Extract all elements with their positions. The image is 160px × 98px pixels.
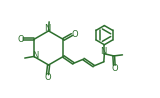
Text: O: O (44, 73, 51, 82)
Text: O: O (111, 64, 118, 73)
Text: N: N (32, 51, 39, 60)
Text: O: O (17, 35, 24, 44)
Text: N: N (100, 47, 106, 56)
Text: O: O (72, 30, 78, 39)
Text: N: N (44, 24, 51, 34)
